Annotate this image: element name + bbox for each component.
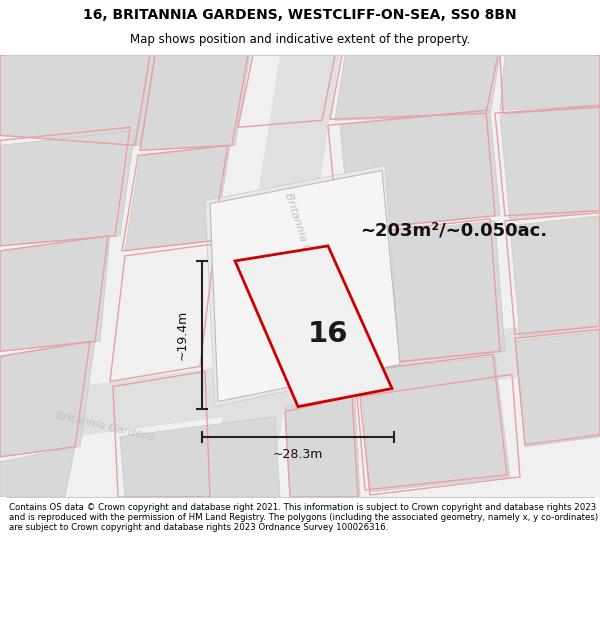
Polygon shape xyxy=(0,55,600,497)
Text: Britannia Gardens: Britannia Gardens xyxy=(283,191,323,291)
Polygon shape xyxy=(140,55,250,151)
Polygon shape xyxy=(0,55,155,146)
Text: Contains OS data © Crown copyright and database right 2021. This information is : Contains OS data © Crown copyright and d… xyxy=(9,503,598,532)
Text: 16: 16 xyxy=(308,319,349,348)
Polygon shape xyxy=(235,246,392,407)
Polygon shape xyxy=(0,236,110,351)
Polygon shape xyxy=(0,341,95,457)
Polygon shape xyxy=(340,110,500,231)
Text: ~19.4m: ~19.4m xyxy=(176,309,188,360)
Polygon shape xyxy=(515,331,600,447)
Polygon shape xyxy=(210,171,400,402)
Polygon shape xyxy=(285,396,360,497)
Polygon shape xyxy=(210,55,340,497)
Text: ~28.3m: ~28.3m xyxy=(273,448,323,461)
Polygon shape xyxy=(0,447,75,497)
Text: Britannia Gardens: Britannia Gardens xyxy=(55,411,155,443)
Polygon shape xyxy=(500,105,600,221)
Text: ~203m²/~0.050ac.: ~203m²/~0.050ac. xyxy=(360,222,547,240)
Polygon shape xyxy=(125,146,230,251)
Text: Map shows position and indicative extent of the property.: Map shows position and indicative extent… xyxy=(130,33,470,46)
Polygon shape xyxy=(0,316,600,447)
Polygon shape xyxy=(360,356,510,492)
Polygon shape xyxy=(120,417,280,497)
Polygon shape xyxy=(500,55,600,110)
Polygon shape xyxy=(205,166,400,407)
Polygon shape xyxy=(0,131,135,246)
Polygon shape xyxy=(335,55,500,120)
Polygon shape xyxy=(355,221,505,366)
Text: 16, BRITANNIA GARDENS, WESTCLIFF-ON-SEA, SS0 8BN: 16, BRITANNIA GARDENS, WESTCLIFF-ON-SEA,… xyxy=(83,8,517,22)
Polygon shape xyxy=(510,216,600,336)
